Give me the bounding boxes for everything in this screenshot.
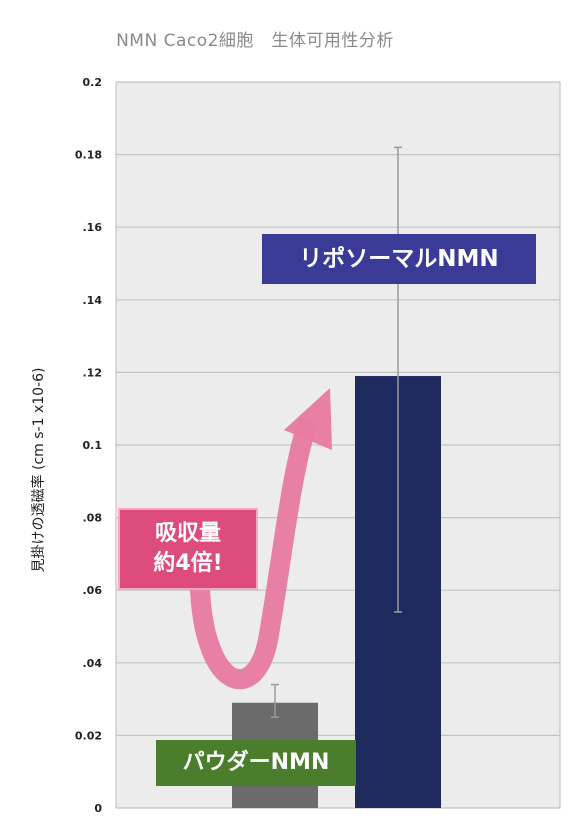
y-tick-label: 0 <box>94 802 102 815</box>
arrow-shaft <box>190 418 316 690</box>
chart-title: NMN Caco2細胞 生体可用性分析 <box>116 31 394 51</box>
y-tick-label: .08 <box>83 512 103 525</box>
y-tick-label: 0.02 <box>75 729 102 742</box>
absorption-callout-line1: 吸収量 <box>154 521 221 547</box>
y-tick-label: 0.1 <box>83 439 103 452</box>
arrow-head <box>284 388 332 450</box>
y-tick-label: 0.2 <box>83 76 103 89</box>
liposomal-nmn-label: リポソーマルNMN <box>262 234 536 284</box>
y-tick-label: 0.18 <box>75 149 102 162</box>
absorption-callout-line2: 約4倍! <box>153 551 223 576</box>
y-tick-label: .16 <box>83 221 103 234</box>
y-tick-label: .12 <box>83 366 103 379</box>
powder-nmn-label: パウダーNMN <box>156 740 356 786</box>
absorption-callout: 吸収量 約4倍! <box>118 508 258 590</box>
y-tick-label: .04 <box>83 657 103 670</box>
y-tick-label: .06 <box>83 584 103 597</box>
y-tick-label: .14 <box>83 294 103 307</box>
